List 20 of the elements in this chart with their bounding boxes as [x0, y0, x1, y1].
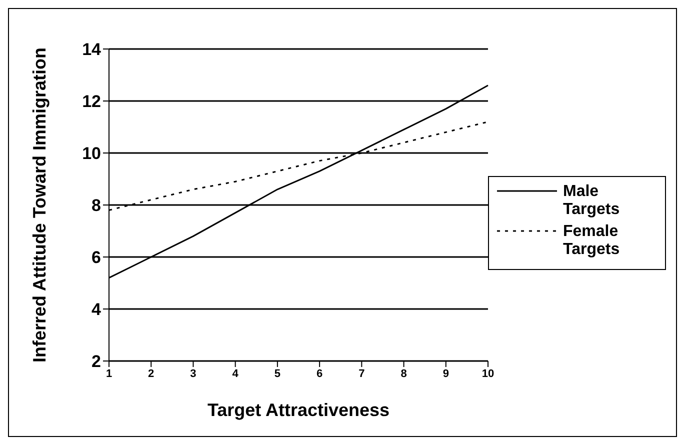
y-tick-label: 12 [82, 92, 101, 112]
y-tick-label: 10 [82, 144, 101, 164]
x-tick-label: 9 [442, 368, 449, 380]
y-axis-title: Inferred Attitude Toward Immigration [29, 47, 50, 363]
x-tick-label: 2 [148, 368, 154, 380]
x-tick-label: 1 [106, 368, 112, 380]
y-tick-label: 6 [92, 248, 101, 268]
x-tick-label: 6 [316, 368, 323, 380]
y-tick-label: 14 [82, 40, 102, 60]
legend-label: Male Targets [563, 182, 621, 218]
x-tick-label: 8 [400, 368, 407, 380]
legend-label: Female Targets [563, 222, 621, 258]
x-tick-label: 7 [358, 368, 365, 380]
x-axis-title: Target Attractiveness [207, 400, 390, 420]
x-tick-label: 5 [274, 368, 281, 380]
x-tick-label: 4 [232, 368, 240, 380]
x-tick-label: 3 [190, 368, 196, 380]
y-tick-label: 8 [92, 196, 101, 216]
y-tick-label: 4 [92, 300, 102, 320]
x-tick-label: 10 [482, 368, 494, 380]
